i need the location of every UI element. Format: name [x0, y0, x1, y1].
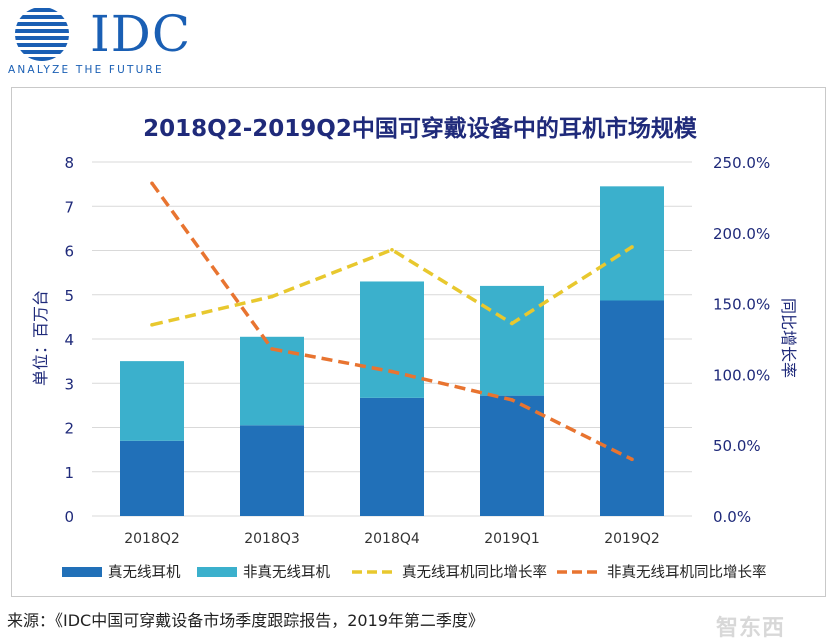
y-axis-label: 单位：百万台	[31, 290, 50, 386]
x-tick-label: 2018Q4	[364, 531, 420, 547]
point-non-true-wireless-growth	[270, 347, 274, 351]
point-true-wireless-growth	[150, 323, 154, 327]
legend-swatch	[62, 567, 102, 577]
legend-label: 非真无线耳机同比增长率	[607, 563, 767, 581]
bar-true-wireless-2018Q3	[240, 425, 304, 516]
logo-tagline: ANALYZE THE FUTURE	[8, 64, 164, 76]
point-true-wireless-growth	[270, 294, 274, 299]
bar-non-true-wireless-2018Q4	[360, 281, 424, 398]
point-true-wireless-growth	[630, 245, 634, 249]
y2-axis-label: 同比增长率	[779, 298, 798, 378]
x-tick-label: 2018Q2	[124, 531, 180, 547]
x-tick-label: 2019Q2	[604, 531, 660, 547]
x-tick-label: 2018Q3	[244, 531, 300, 547]
bar-non-true-wireless-2018Q2	[120, 361, 184, 441]
bar-true-wireless-2019Q2	[600, 300, 664, 516]
point-non-true-wireless-growth	[150, 181, 154, 186]
chart-frame	[11, 87, 826, 597]
legend-label: 真无线耳机	[108, 563, 181, 581]
y2-tick-label: 200.0%	[713, 225, 770, 243]
y-tick-label: 1	[64, 464, 74, 482]
y-tick-label: 6	[64, 243, 74, 261]
point-true-wireless-growth	[510, 321, 514, 326]
y2-tick-label: 0.0%	[713, 508, 751, 526]
legend-label: 真无线耳机同比增长率	[402, 563, 547, 581]
logo-wordmark: IDC	[90, 5, 192, 63]
legend: 真无线耳机 非真无线耳机 真无线耳机同比增长率 非真无线耳机同比增长率	[62, 563, 767, 581]
source-note: 来源：《IDC中国可穿戴设备市场季度跟踪报告，2019年第二季度》	[7, 611, 484, 630]
x-tick-label: 2019Q1	[484, 531, 540, 547]
y-tick-label: 8	[64, 154, 74, 172]
chart-area: 2018Q2-2019Q2中国可穿戴设备中的耳机市场规模 0 1 2 3 4 5 6 7 8 0…	[31, 115, 798, 581]
point-true-wireless-growth	[390, 247, 394, 252]
y-axis-right: 0.0% 50.0% 100.0% 150.0% 200.0% 250.0%	[713, 154, 770, 526]
idc-logo: IDC ANALYZE THE FUTURE	[8, 6, 198, 78]
y2-tick-label: 100.0%	[713, 366, 770, 384]
legend-label: 非真无线耳机	[243, 563, 330, 581]
y-tick-label: 2	[64, 420, 74, 438]
bar-true-wireless-2018Q4	[360, 397, 424, 516]
y-tick-label: 4	[64, 331, 74, 349]
watermark: 智东西	[716, 616, 786, 641]
chart-title: 2018Q2-2019Q2中国可穿戴设备中的耳机市场规模	[143, 115, 698, 142]
legend-swatch	[197, 567, 237, 577]
bar-non-true-wireless-2019Q2	[600, 186, 664, 301]
y-tick-label: 3	[64, 375, 74, 393]
bar-non-true-wireless-2019Q1	[480, 285, 544, 396]
point-non-true-wireless-growth	[630, 457, 634, 462]
y-tick-label: 7	[64, 198, 74, 216]
y-axis-left: 0 1 2 3 4 5 6 7 8	[64, 154, 74, 526]
point-non-true-wireless-growth	[390, 369, 394, 374]
y-tick-label: 5	[64, 287, 74, 305]
line-series	[150, 181, 634, 462]
x-axis: 2018Q2 2018Q3 2018Q4 2019Q1 2019Q2	[124, 531, 660, 547]
point-non-true-wireless-growth	[510, 398, 514, 402]
bar-series	[120, 186, 664, 516]
idc-globe-icon	[15, 8, 69, 61]
y-tick-label: 0	[64, 508, 74, 526]
bar-true-wireless-2018Q2	[120, 440, 184, 516]
y2-tick-label: 250.0%	[713, 154, 770, 172]
y2-tick-label: 150.0%	[713, 296, 770, 314]
y2-tick-label: 50.0%	[713, 437, 761, 455]
bar-true-wireless-2019Q1	[480, 395, 544, 516]
